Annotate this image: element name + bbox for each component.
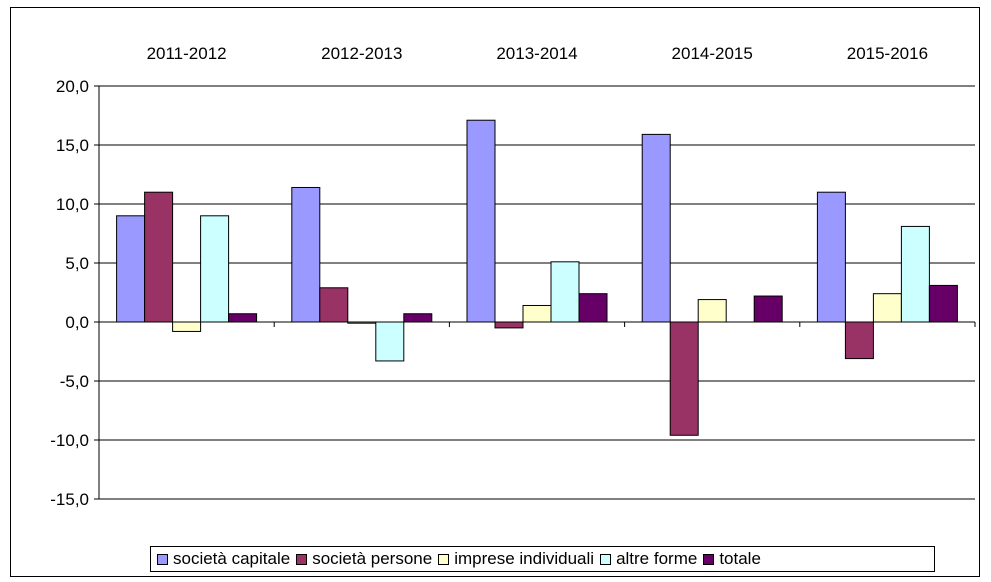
category-label: 2011-2012 <box>147 44 227 63</box>
legend-swatch <box>157 553 168 565</box>
bar <box>578 293 608 323</box>
bar <box>347 321 377 324</box>
y-tick-label: 5,0 <box>65 254 89 273</box>
legend-swatch <box>703 553 715 565</box>
bar <box>844 321 874 360</box>
legend-label: società capitale <box>173 549 291 568</box>
category-label: 2012-2013 <box>321 44 402 63</box>
category-label: 2014-2015 <box>672 44 753 63</box>
chart-legend: società capitale società persone imprese… <box>150 546 935 572</box>
bar <box>200 215 230 323</box>
bar <box>319 287 349 323</box>
bar <box>116 215 146 323</box>
bar <box>522 304 552 323</box>
y-tick-label: 20,0 <box>56 77 89 96</box>
y-tick-label: 0,0 <box>65 313 89 332</box>
bar <box>375 321 405 362</box>
bar <box>900 225 930 323</box>
legend-item-imprese-individuali: imprese individuali <box>438 549 594 569</box>
bar <box>144 191 174 323</box>
bar <box>172 321 202 332</box>
bar <box>228 313 258 323</box>
bar <box>494 321 524 329</box>
y-tick-label: -15,0 <box>50 490 89 509</box>
y-tick-label: 15,0 <box>56 136 89 155</box>
legend-item-altre-forme: altre forme <box>600 549 697 569</box>
legend-item-totale: totale <box>703 549 761 569</box>
legend-item-societa-capitale: società capitale <box>157 549 290 569</box>
bar <box>641 133 671 323</box>
bar <box>697 299 727 323</box>
legend-swatch <box>296 553 308 565</box>
bar <box>872 293 902 323</box>
y-tick-label: 10,0 <box>56 195 89 214</box>
legend-label: società persone <box>312 549 433 568</box>
legend-item-societa-persone: società persone <box>296 549 432 569</box>
bar <box>928 284 958 323</box>
legend-swatch <box>600 553 612 565</box>
bar <box>550 261 580 323</box>
category-label: 2015-2016 <box>847 44 928 63</box>
y-tick-label: -10,0 <box>50 431 89 450</box>
bar <box>816 191 846 323</box>
bar <box>669 321 699 436</box>
legend-label: imprese individuali <box>454 549 595 568</box>
legend-label: altre forme <box>616 549 698 568</box>
legend-label: totale <box>719 549 761 568</box>
bar <box>466 119 496 323</box>
category-label: 2013-2014 <box>496 44 577 63</box>
bar <box>753 295 783 323</box>
bar <box>403 313 433 323</box>
y-tick-label: -5,0 <box>60 372 89 391</box>
legend-swatch <box>438 553 450 565</box>
bar <box>291 186 321 323</box>
